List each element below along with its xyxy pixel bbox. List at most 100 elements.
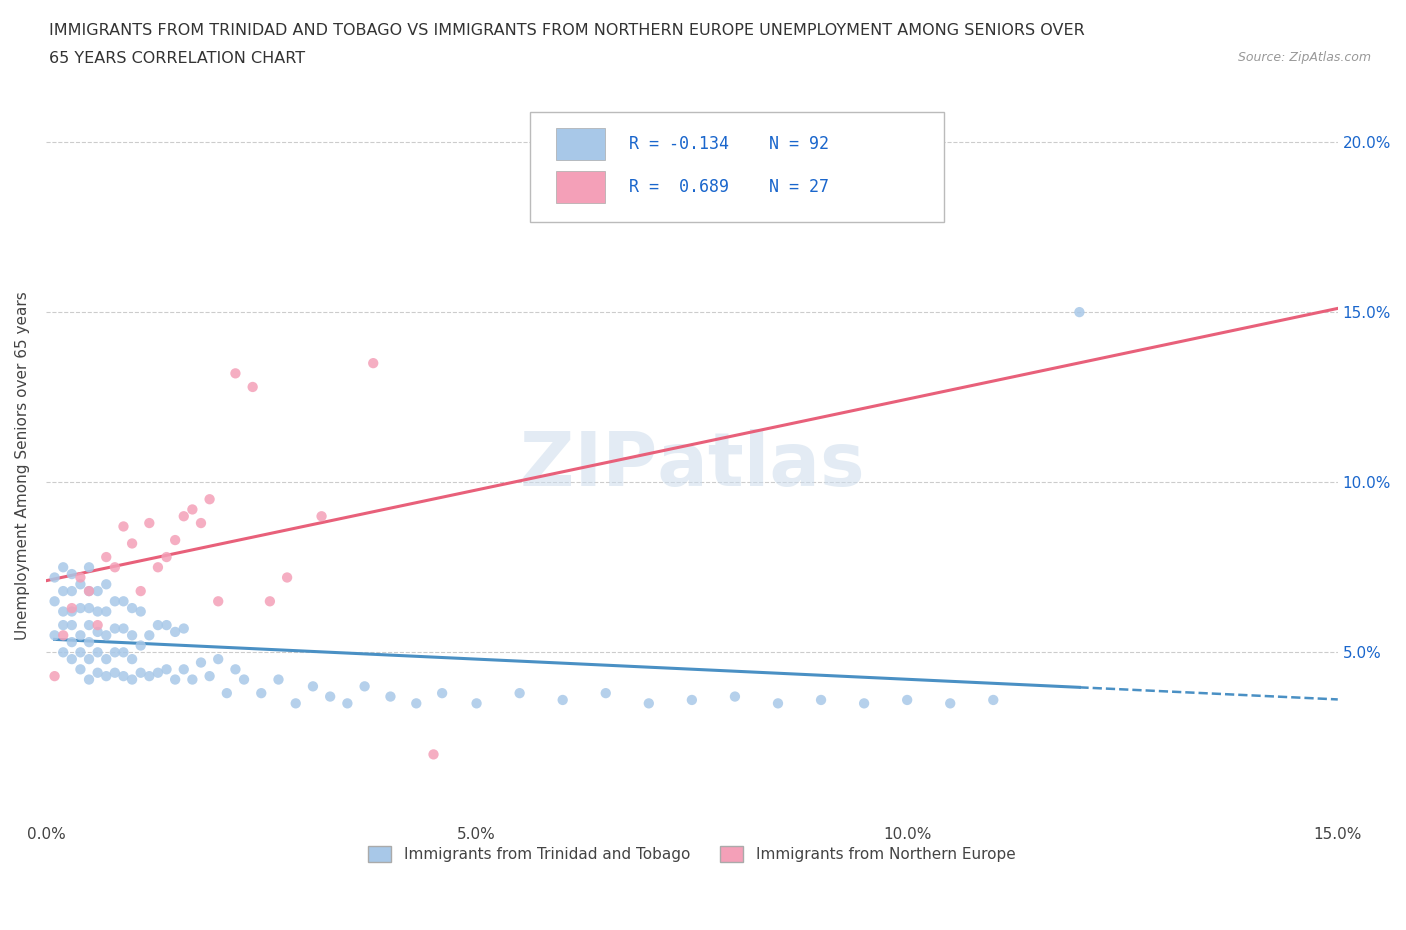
Text: R = -0.134    N = 92: R = -0.134 N = 92 (628, 135, 828, 153)
Point (69, 601, 91, 616)
Point (44, 628, 66, 643)
Point (276, 570, 298, 585)
Point (215, 685, 238, 700)
Point (121, 652, 143, 667)
Point (86, 604, 108, 619)
Text: ZIP​atlas: ZIP​atlas (520, 429, 865, 501)
Point (121, 601, 143, 616)
Point (724, 689, 747, 704)
Point (121, 628, 143, 643)
Point (138, 515, 160, 530)
Point (681, 693, 703, 708)
Point (60, 566, 83, 581)
Point (121, 536, 143, 551)
Point (1069, 305, 1091, 320)
Point (86, 584, 108, 599)
Point (353, 679, 375, 694)
Point (405, 696, 427, 711)
Point (311, 509, 333, 524)
Bar (557, 171, 606, 203)
Point (69, 570, 91, 585)
Point (104, 621, 127, 636)
Point (595, 685, 617, 700)
Point (60, 652, 83, 667)
Point (77, 634, 100, 649)
Point (121, 672, 143, 687)
Point (138, 628, 160, 643)
Point (896, 693, 918, 708)
Point (637, 696, 659, 711)
Point (336, 696, 359, 711)
Point (112, 621, 135, 636)
Point (96, 669, 118, 684)
Point (165, 533, 187, 548)
Point (112, 669, 135, 684)
Point (422, 747, 444, 762)
Point (259, 594, 281, 609)
Point (104, 644, 127, 659)
Point (981, 693, 1004, 708)
Point (810, 693, 832, 708)
Text: 65 YEARS CORRELATION CHART: 65 YEARS CORRELATION CHART (49, 51, 305, 66)
Point (207, 594, 229, 609)
Point (112, 594, 135, 609)
Point (112, 644, 135, 659)
Point (96, 628, 118, 643)
Point (146, 665, 169, 680)
Point (129, 584, 152, 599)
Point (44, 594, 66, 609)
Y-axis label: Unemployment Among Seniors over 65 years: Unemployment Among Seniors over 65 years (15, 291, 30, 640)
Point (77, 560, 100, 575)
Point (155, 618, 177, 632)
Point (465, 696, 488, 711)
Point (233, 672, 256, 687)
Point (69, 644, 91, 659)
Point (60, 618, 83, 632)
Point (86, 624, 108, 639)
Point (155, 662, 177, 677)
Text: R =  0.689    N = 27: R = 0.689 N = 27 (628, 178, 828, 196)
Point (60, 634, 83, 649)
Point (155, 550, 177, 565)
Point (267, 672, 290, 687)
Point (284, 696, 307, 711)
Point (104, 560, 127, 575)
Point (44, 669, 66, 684)
Point (551, 693, 574, 708)
Point (104, 665, 127, 680)
Point (86, 644, 108, 659)
Point (86, 665, 108, 680)
Point (52, 584, 75, 599)
Point (146, 618, 169, 632)
Point (129, 665, 152, 680)
Point (138, 669, 160, 684)
Point (60, 601, 83, 616)
Point (86, 618, 108, 632)
Point (52, 644, 75, 659)
Point (250, 685, 273, 700)
Point (242, 379, 264, 394)
Point (319, 689, 342, 704)
Point (52, 604, 75, 619)
Point (509, 685, 531, 700)
Point (224, 662, 246, 677)
Point (129, 604, 152, 619)
Point (207, 652, 229, 667)
Point (165, 624, 187, 639)
Text: IMMIGRANTS FROM TRINIDAD AND TOBAGO VS IMMIGRANTS FROM NORTHERN EUROPE UNEMPLOYM: IMMIGRANTS FROM TRINIDAD AND TOBAGO VS I… (49, 23, 1085, 38)
Point (77, 652, 100, 667)
Point (96, 577, 118, 591)
Point (146, 560, 169, 575)
Point (380, 689, 402, 704)
Point (173, 621, 195, 636)
Bar (557, 128, 606, 160)
Point (190, 515, 212, 530)
Point (165, 672, 187, 687)
Point (69, 628, 91, 643)
Point (198, 669, 221, 684)
Point (77, 584, 100, 599)
Point (52, 618, 75, 632)
Point (69, 662, 91, 677)
Point (181, 672, 204, 687)
Point (77, 601, 100, 616)
